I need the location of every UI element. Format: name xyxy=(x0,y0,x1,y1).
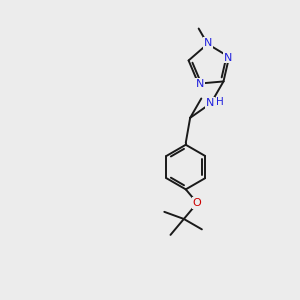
Text: O: O xyxy=(193,198,202,208)
Text: N: N xyxy=(206,98,214,108)
Text: N: N xyxy=(224,52,233,62)
Text: H: H xyxy=(217,97,224,107)
Text: N: N xyxy=(196,79,204,88)
Text: N: N xyxy=(203,38,212,48)
